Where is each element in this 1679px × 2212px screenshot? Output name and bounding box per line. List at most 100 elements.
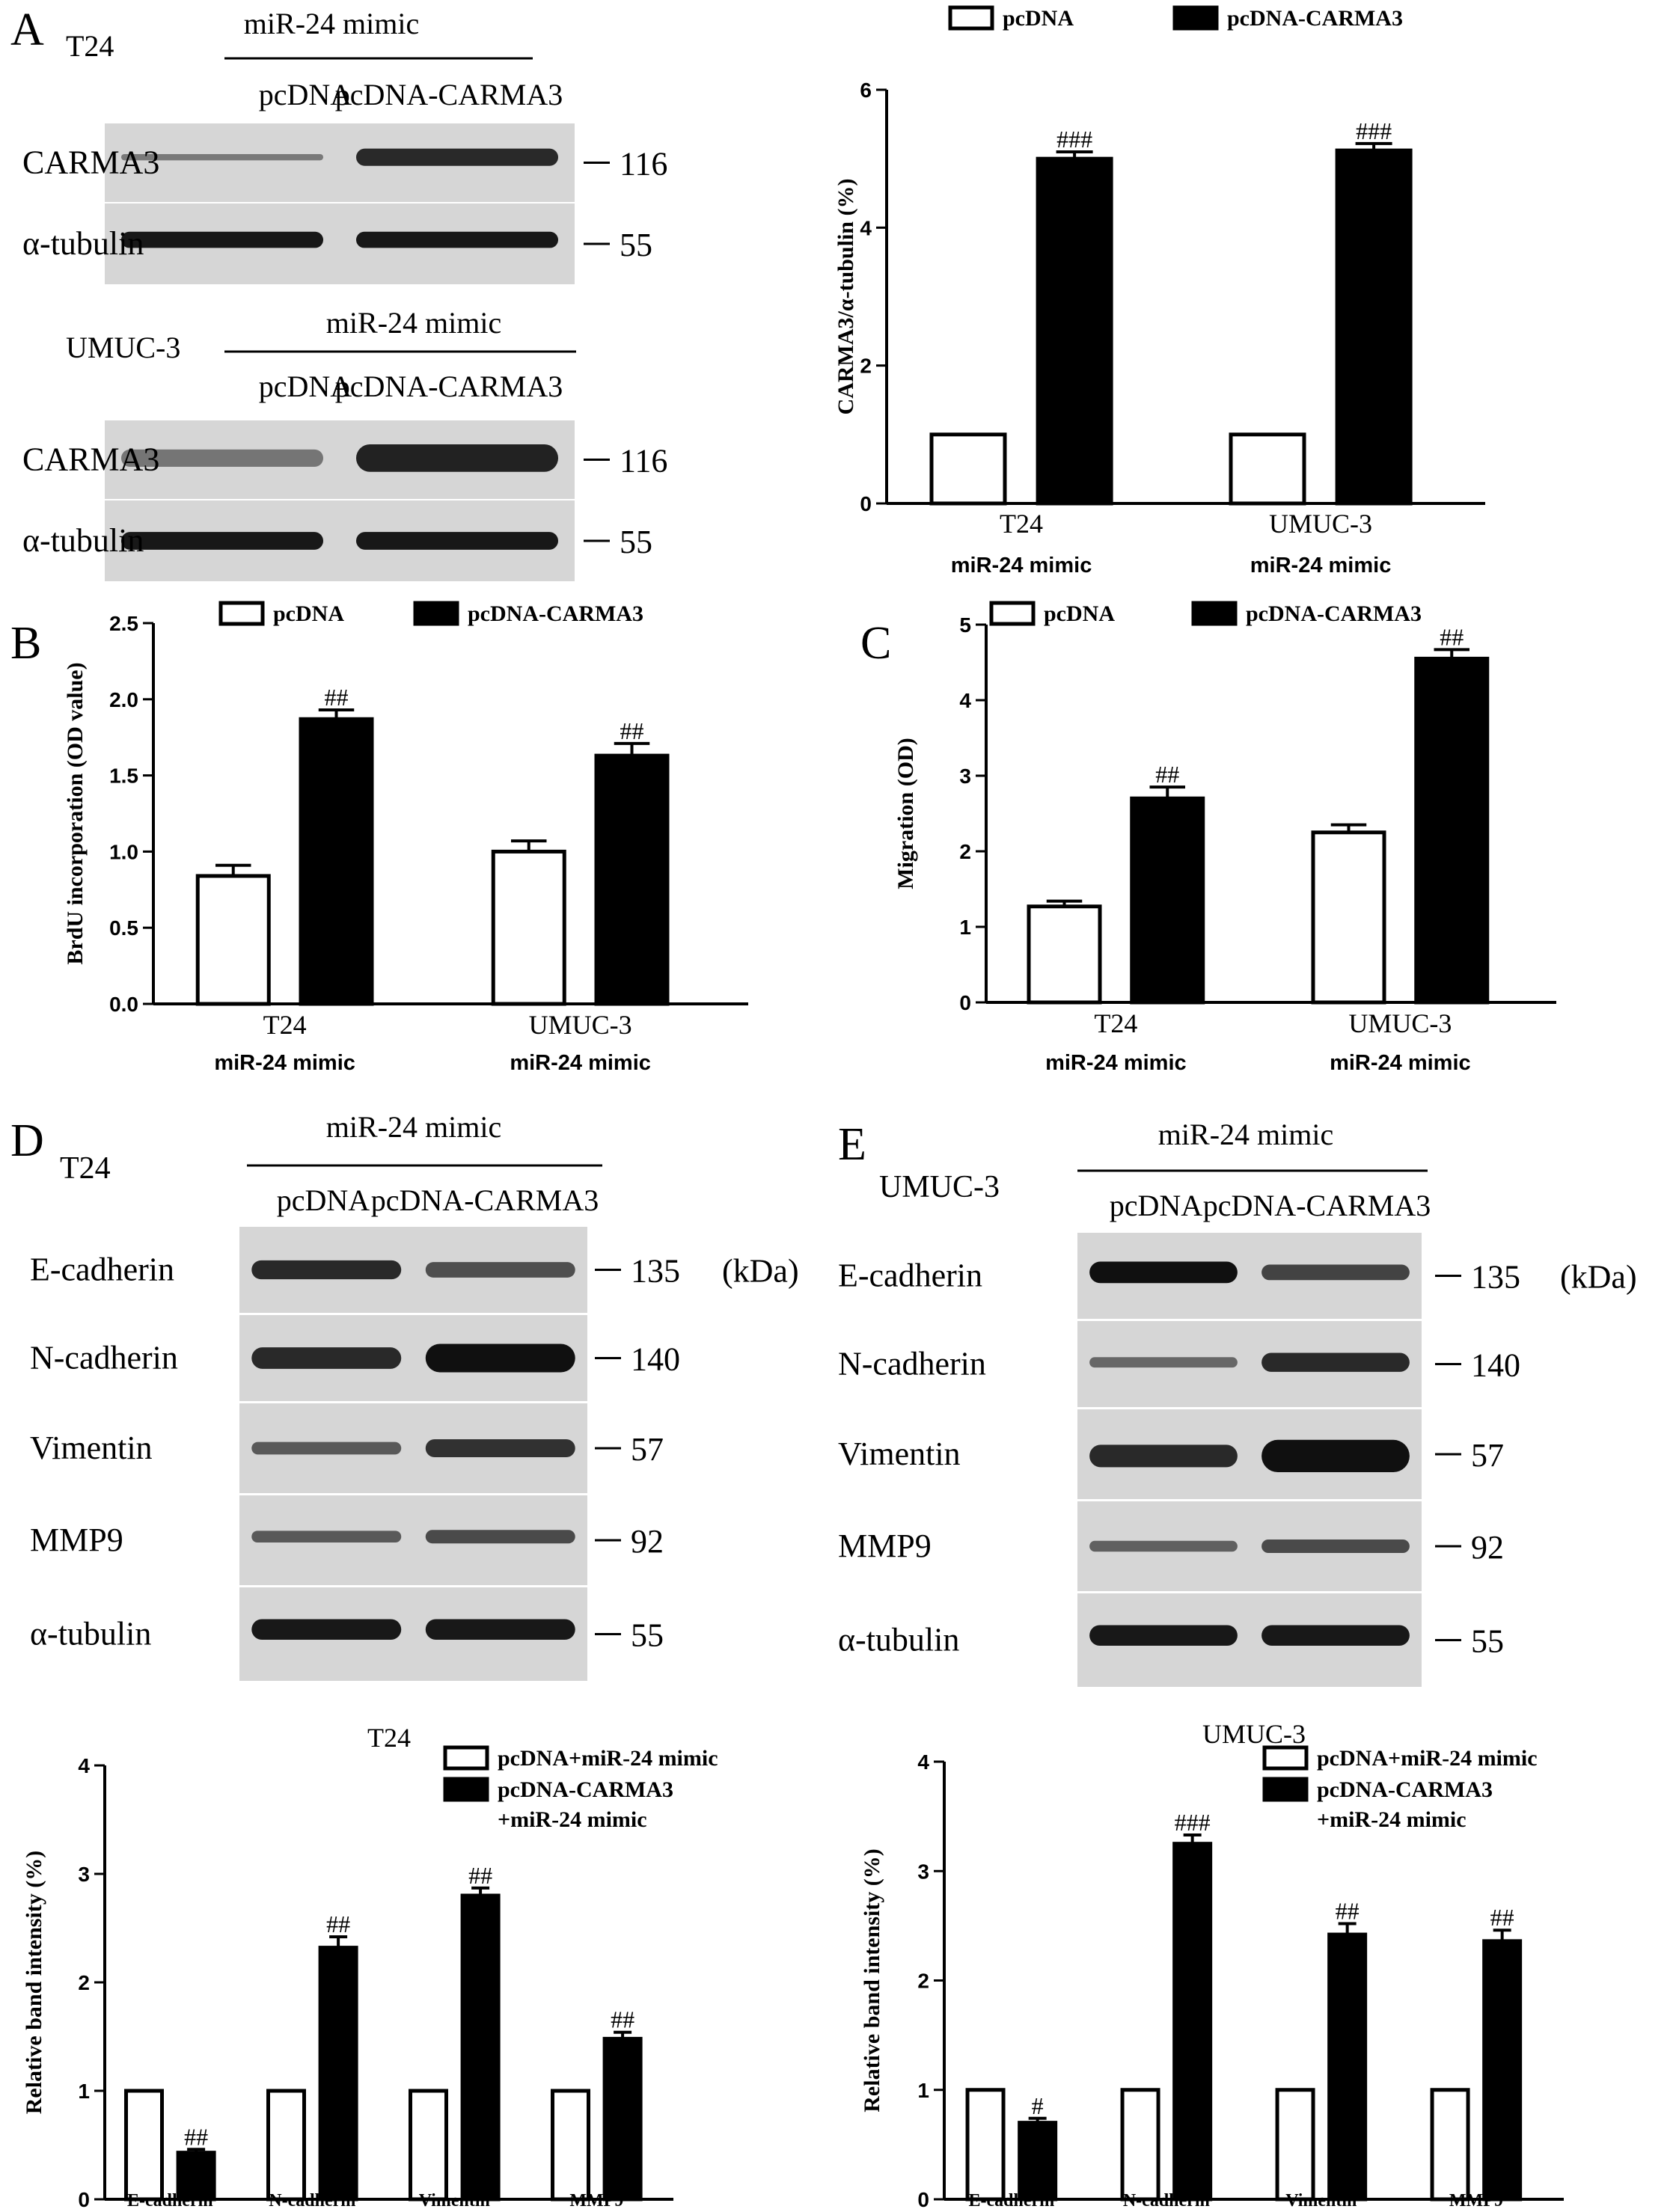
- mw-marker-label: 116: [620, 146, 667, 183]
- western-blot-e: UMUC-3 miR-24 mimic pcDNA pcDNA-CARMA3 E-cad…: [838, 1118, 1637, 1687]
- legend-label: pcDNA-CARMA3: [1227, 6, 1403, 31]
- bar-pcdna-mir-24-mimic-n-cadherin: [266, 2089, 306, 2202]
- y-tick-label: 2.0: [109, 688, 138, 711]
- blot-protein-label: N-cadherin: [838, 1346, 986, 1382]
- blot-protein-label: CARMA3: [22, 144, 159, 181]
- legend-swatch: [1262, 1777, 1309, 1802]
- blot-treatment-header: miR-24 mimic: [326, 1110, 501, 1144]
- legend-label: pcDNA+miR-24 mimic: [498, 1746, 718, 1771]
- y-tick-label: 1: [78, 2080, 90, 2103]
- legend-label: pcDNA-CARMA3: [1246, 601, 1422, 626]
- x-category-label: MMP9: [1449, 2191, 1503, 2211]
- panel-letter-b: B: [10, 618, 41, 669]
- panel-letter-a: A: [10, 4, 44, 55]
- blot-protein-label: E-cadherin: [30, 1251, 174, 1288]
- blot-band: [1089, 1444, 1238, 1468]
- mw-marker-label: 55: [620, 524, 652, 560]
- significance-mark: #: [1032, 2092, 1044, 2119]
- y-tick-label: 1: [917, 2079, 929, 2102]
- significance-mark: ###: [1175, 1809, 1211, 1836]
- panel-letter-e: E: [838, 1119, 866, 1170]
- significance-mark: ##: [184, 2123, 208, 2150]
- panel-letter-c: C: [860, 618, 891, 669]
- blot-band: [120, 231, 324, 248]
- y-axis-label: Migration (OD): [893, 738, 918, 889]
- blot-band: [425, 1439, 575, 1457]
- y-tick-label: 0.5: [109, 916, 138, 940]
- chart-legend: pcDNA+miR-24 mimic pcDNA-CARMA3 +miR-24 mi…: [443, 1745, 718, 1832]
- chart-legend: pcDNA pcDNA-CARMA3: [948, 5, 1403, 31]
- y-tick-label: 0: [860, 492, 872, 515]
- western-blot-d: T24 miR-24 mimic pcDNA pcDNA-CARMA3 E-cadher…: [30, 1110, 799, 1681]
- y-tick-label: 5: [959, 613, 971, 637]
- significance-mark: ##: [468, 1862, 492, 1889]
- x-category-label: T24: [1000, 509, 1043, 539]
- y-tick-label: 0: [78, 2188, 90, 2211]
- mw-marker-label: 55: [1471, 1623, 1504, 1660]
- y-tick-label: 2: [860, 355, 872, 378]
- blot-protein-label: Vimentin: [838, 1436, 961, 1472]
- bar-pcdna-t24: [929, 432, 1007, 506]
- blot-band: [120, 449, 324, 467]
- blot-treatment-header: miR-24 mimic: [244, 7, 419, 40]
- chart-title: T24: [367, 1723, 411, 1753]
- x-category-label: Vimentin: [1285, 2191, 1357, 2211]
- x-category-label: T24: [263, 1010, 307, 1040]
- significance-mark: ##: [326, 1911, 350, 1937]
- significance-mark: ##: [611, 2006, 634, 2033]
- bar-pcdna-t24: [1027, 904, 1102, 1005]
- blot-lane-label: pcDNA: [259, 370, 352, 403]
- blot-protein-label: α-tubulin: [30, 1616, 151, 1652]
- blot-lane-label: pcDNA-CARMA3: [335, 78, 563, 111]
- blot-protein-label: N-cadherin: [30, 1340, 178, 1376]
- legend-label: pcDNA: [1044, 601, 1115, 626]
- bar-pcdna-mir-24-mimic-n-cadherin: [1120, 2088, 1160, 2202]
- bar-pcdna-carma3-t24: [1130, 796, 1205, 1005]
- blot-band: [120, 532, 324, 550]
- blot-band: [425, 1344, 575, 1373]
- blot-protein-label: MMP9: [838, 1528, 932, 1564]
- blots-layer: T24 miR-24 mimic pcDNA pcDNA-CARMA3 CARMA3 11…: [22, 7, 1637, 1687]
- bar-chart-e: 0 1 2 3 4 Relative band intensity (%) UMUC-3 # E…: [860, 1719, 1564, 2211]
- blot-treatment-header: miR-24 mimic: [326, 306, 501, 340]
- blot-protein-label: α-tubulin: [838, 1622, 959, 1658]
- significance-mark: ##: [1490, 1904, 1514, 1931]
- mw-marker-label: 140: [1471, 1347, 1520, 1384]
- y-tick-label: 2.5: [109, 612, 138, 635]
- kda-unit-label: (kDa): [722, 1253, 799, 1290]
- bar-pcdna-carma3-mir-24-mimic-vimentin: [460, 1893, 501, 2202]
- significance-mark: ###: [1056, 126, 1092, 153]
- bar-chart-c: 0 1 2 3 4 5 Migration (OD) ## T24 miR-24 mimic ## U…: [893, 601, 1556, 1075]
- chart-legend: pcDNA pcDNA-CARMA3: [989, 601, 1422, 626]
- bar-pcdna-carma3-umuc-3: [1414, 656, 1490, 1005]
- blot-cell-line-label: T24: [60, 1151, 111, 1186]
- blot-band: [251, 1260, 402, 1280]
- y-tick-label: 3: [78, 1863, 90, 1886]
- blot-band: [425, 1530, 575, 1544]
- blot-cell-line-label: UMUC-3: [879, 1170, 1000, 1204]
- y-axis-label: BrdU incorporation (OD value): [63, 662, 88, 964]
- bar-chart-a: 0 2 4 6 CARMA3/α-tubulin (%) ### T24 miR-24 mim…: [834, 5, 1485, 577]
- chart-title: UMUC-3: [1202, 1719, 1306, 1749]
- significance-mark: ##: [620, 717, 644, 744]
- legend-swatch: [413, 601, 459, 626]
- bar-chart-b: 0.0 0.5 1.0 1.5 2.0 2.5 BrdU incorporation (OD…: [63, 601, 748, 1075]
- mw-marker-label: 55: [620, 227, 652, 263]
- bar-pcdna-carma3-t24: [1036, 156, 1113, 506]
- y-tick-label: 0: [917, 2188, 929, 2211]
- x-category-sublabel: miR-24 mimic: [1250, 554, 1392, 577]
- x-category-label: UMUC-3: [1348, 1008, 1452, 1038]
- y-tick-label: 0: [959, 991, 971, 1014]
- significance-mark: ###: [1356, 117, 1392, 144]
- blot-band: [1261, 1264, 1410, 1281]
- legend-label: pcDNA: [1003, 6, 1074, 31]
- y-tick-label: 3: [959, 765, 971, 788]
- x-category-label: UMUC-3: [1269, 509, 1372, 539]
- mw-marker-label: 57: [631, 1431, 664, 1468]
- bar-pcdna-mir-24-mimic-mmp9: [551, 2089, 590, 2202]
- bar-pcdna-carma3-umuc-3: [594, 753, 670, 1006]
- y-tick-label: 2: [917, 1970, 929, 1993]
